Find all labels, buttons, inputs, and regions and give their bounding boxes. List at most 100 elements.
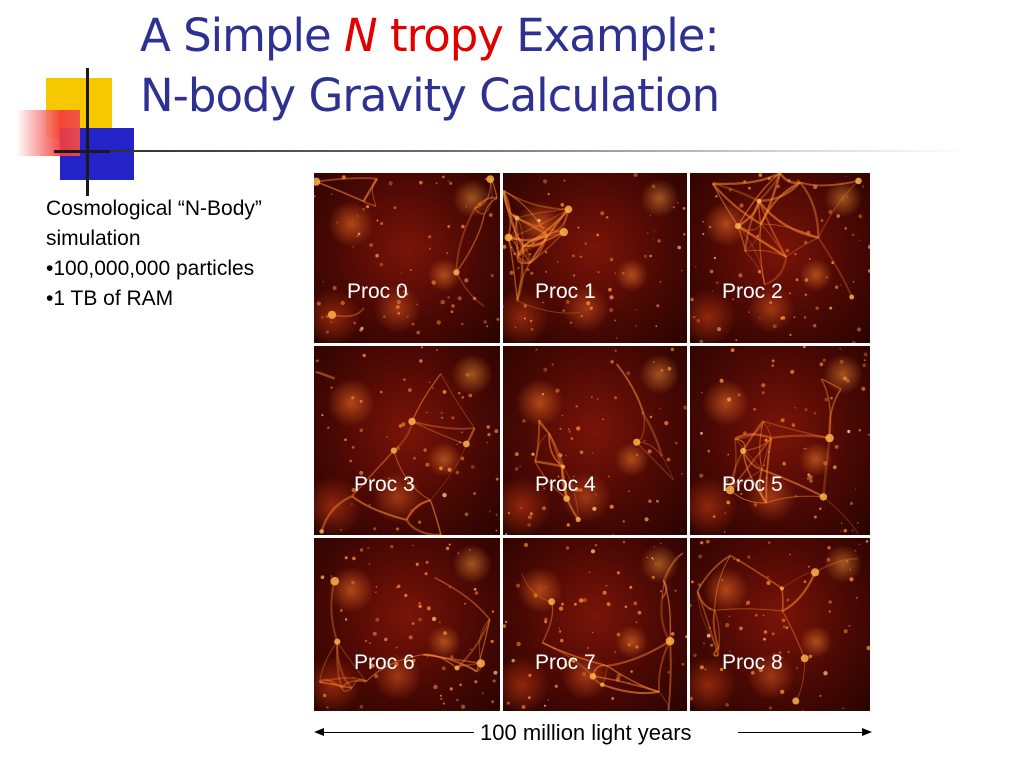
particle-dot — [321, 316, 324, 319]
particle-dot — [809, 479, 813, 483]
particle-dot — [493, 670, 498, 675]
filament-strand — [759, 224, 766, 285]
particle-dot — [457, 296, 462, 301]
particle-dot — [739, 203, 744, 208]
filament-strand — [538, 419, 550, 434]
particle-dot — [544, 250, 548, 254]
body-line-2: simulation — [46, 227, 141, 250]
halo-node — [453, 269, 460, 276]
particle-dot — [523, 542, 529, 548]
particle-dot — [396, 299, 401, 305]
particle-dot — [425, 462, 430, 467]
particle-dot — [474, 591, 479, 595]
particle-dot — [396, 305, 400, 309]
particle-dot — [372, 631, 377, 636]
particle-dot — [556, 261, 559, 263]
filament-strand — [759, 421, 764, 470]
filament-strand — [434, 576, 491, 620]
particle-dot — [507, 511, 511, 515]
particle-dot — [725, 622, 730, 628]
particle-dot — [614, 651, 616, 654]
particle-dot — [660, 368, 664, 372]
particle-dot — [649, 415, 653, 419]
particle-dot — [542, 661, 545, 664]
halo-node — [463, 440, 470, 448]
particle-dot — [605, 216, 609, 219]
particle-dot — [491, 610, 495, 613]
particle-dot — [396, 527, 400, 531]
particle-dot — [357, 215, 359, 217]
filament-strand — [534, 460, 564, 468]
filament-strand — [405, 519, 441, 535]
particle-dot — [685, 635, 687, 639]
particle-dot — [441, 416, 443, 419]
tile-proc-0: Proc 0 — [314, 173, 500, 343]
filament-strand — [781, 572, 817, 613]
particle-dot — [743, 431, 747, 435]
particle-dot — [408, 388, 412, 392]
halo-node — [454, 665, 460, 671]
particle-dot — [646, 556, 648, 558]
particle-dot — [867, 244, 870, 249]
particle-dot — [614, 349, 617, 352]
particle-dot — [330, 193, 333, 196]
particle-dot — [357, 232, 361, 236]
particle-dot — [805, 447, 807, 450]
filament-strand — [316, 177, 378, 183]
particle-dot — [699, 339, 704, 343]
particle-dot — [727, 453, 730, 456]
filament-strand — [696, 590, 716, 612]
particle-dot — [764, 438, 768, 442]
particle-dot — [693, 316, 696, 319]
particle-dot — [782, 625, 786, 628]
particle-dot — [370, 663, 375, 668]
particle-dot — [649, 215, 651, 217]
particle-dot — [789, 333, 792, 336]
filament-strand — [737, 225, 787, 258]
particle-dot — [843, 376, 847, 381]
particle-dot — [698, 554, 703, 559]
particle-dot — [649, 254, 652, 258]
halo-node — [575, 516, 581, 523]
particle-dot — [460, 322, 464, 326]
particle-dot — [778, 651, 782, 655]
particle-dot — [614, 319, 616, 322]
particle-dot — [564, 663, 568, 667]
particle-dot — [715, 281, 719, 285]
particle-dot — [827, 546, 831, 550]
filament-strand — [799, 180, 859, 187]
particle-dot — [344, 556, 348, 560]
particle-dot — [321, 414, 324, 417]
filament-strand — [534, 420, 541, 462]
particle-dot — [442, 175, 445, 179]
particle-dot — [785, 248, 790, 253]
particle-dot — [836, 214, 840, 218]
particle-dot — [840, 284, 842, 286]
particle-dot — [574, 602, 577, 606]
particle-dot — [418, 604, 422, 608]
filament-strand — [828, 388, 842, 439]
filament-strand — [365, 654, 424, 682]
filament-strand — [814, 557, 858, 574]
particle-dot — [558, 630, 562, 633]
filament-strand — [795, 658, 806, 702]
logo-horizontal-line — [54, 150, 110, 153]
filament-strand — [455, 272, 485, 307]
halo-node — [855, 177, 862, 185]
particle-dot — [541, 393, 545, 396]
particle-dot — [595, 493, 597, 496]
particle-dot — [849, 577, 854, 582]
halo-node — [564, 205, 573, 214]
particle-dot — [440, 300, 445, 305]
particle-dot — [551, 363, 554, 366]
particle-dot — [562, 309, 565, 312]
particle-dot — [547, 699, 550, 701]
particle-dot — [648, 499, 652, 503]
particle-dot — [609, 307, 614, 313]
particle-dot — [557, 475, 560, 478]
halo-node — [314, 177, 321, 186]
bullet-particles: •100,000,000 particles — [46, 257, 255, 280]
particle-dot — [396, 446, 401, 451]
tile-proc-3: Proc 3 — [314, 346, 500, 535]
particle-dot — [834, 285, 839, 289]
